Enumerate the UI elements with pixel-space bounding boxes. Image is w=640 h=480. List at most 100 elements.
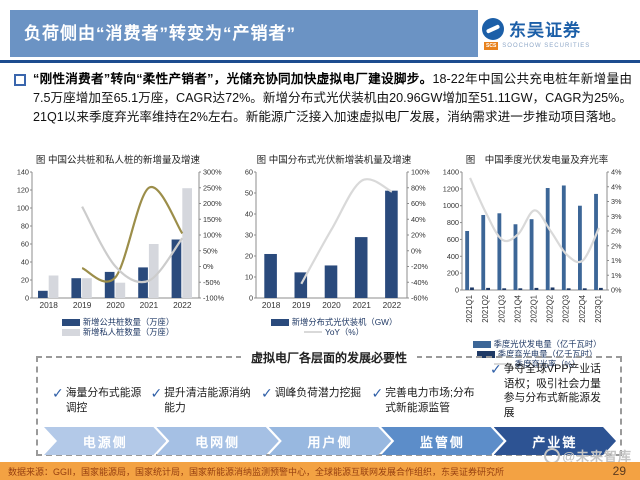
svg-text:2018: 2018 <box>262 300 281 310</box>
svg-text:10: 10 <box>245 273 253 282</box>
svg-text:40%: 40% <box>411 215 426 224</box>
chart-plot: 0 20 40 60 80 100 120 140 -100% -50% 0% 50% 100% 150%… <box>17 168 225 311</box>
checkmark-icon: ✓ <box>52 385 64 401</box>
svg-text:0%: 0% <box>411 246 422 255</box>
svg-text:40: 40 <box>21 258 29 267</box>
svg-text:250%: 250% <box>203 183 222 192</box>
necessity-item-text: 完善电力市场;分布式新能源监管 <box>385 387 475 414</box>
necessity-item-text: 海量分布式能源调控 <box>65 387 142 414</box>
svg-text:120: 120 <box>17 186 29 195</box>
svg-text:2021Q2: 2021Q2 <box>481 295 490 323</box>
svg-text:2022Q1: 2022Q1 <box>530 295 539 323</box>
svg-text:2022: 2022 <box>383 300 402 310</box>
legend-label: 新增私人桩数量（万座） <box>82 327 175 337</box>
svg-text:600: 600 <box>447 235 459 244</box>
svg-text:100%: 100% <box>411 168 430 177</box>
summary-block: “刚性消费者”转向“柔性产销者”，光储充协同加快虚拟电厂建设脚步。18-22年中… <box>14 70 632 127</box>
header-bar: 负荷侧由“消费者”转变为“产销者” <box>10 10 478 57</box>
legend-line-swatch <box>304 331 323 333</box>
legend-bar-swatch <box>61 328 80 336</box>
legend-bar-swatch <box>476 350 495 358</box>
segment-flow: 电源侧 电网侧 用户侧 监管侧 产业链 <box>44 427 616 455</box>
logo-icon <box>482 17 504 40</box>
svg-text:60: 60 <box>21 240 29 249</box>
svg-text:80%: 80% <box>411 183 426 192</box>
necessity-title: 虚拟电厂各层面的发展必要性 <box>240 349 418 366</box>
chevron-1: 电源侧 <box>44 427 166 455</box>
svg-text:300%: 300% <box>203 168 222 177</box>
page-title: 负荷侧由“消费者”转变为“产销者” <box>24 24 296 43</box>
svg-text:-40%: -40% <box>411 278 429 287</box>
checkmark-icon: ✓ <box>371 385 384 401</box>
chevron-2: 电网侧 <box>156 427 278 455</box>
svg-text:2021: 2021 <box>140 300 159 310</box>
legend-label: YoY（%） <box>325 327 364 337</box>
chart-public-private-piles: 图 中国公共桩和私人桩的新增量及增速 0 20 40 60 80 100 120 140 -100… <box>8 152 228 337</box>
svg-text:0: 0 <box>455 286 459 295</box>
legend-item: 新增公共桩数量（万座） <box>8 317 228 327</box>
summary-rest: 18-22年中国公共充电桩年新增量由7.5万座增加至65.1万座，CAGR达72… <box>33 72 633 125</box>
svg-text:3%: 3% <box>611 212 622 221</box>
logo-badge: SCS <box>484 42 499 50</box>
summary-lead: “刚性消费者”转向“柔性产销者”，光储充协同加快虚拟电厂建设脚步。 <box>33 72 433 86</box>
svg-text:-20%: -20% <box>411 262 429 271</box>
bullet-square-icon <box>14 74 26 86</box>
svg-text:0%: 0% <box>611 286 622 295</box>
svg-text:2%: 2% <box>611 241 622 250</box>
chart-legend: 季度光伏发电量（亿千瓦时） 季度弃光电量（亿千瓦时） 季度弃光率（%） <box>438 339 636 369</box>
data-source-text: 数据来源：GGII，国家能源局，国家统计局，国家新能源消纳监测预警中心，全球能源… <box>8 466 505 477</box>
svg-text:4%: 4% <box>611 182 622 191</box>
svg-text:2020: 2020 <box>322 300 341 310</box>
svg-text:400: 400 <box>447 252 459 261</box>
svg-text:2021: 2021 <box>352 300 371 310</box>
legend-item: 季度弃光率（%） <box>438 359 636 369</box>
legend-label: 季度光伏发电量（亿千瓦时） <box>493 339 602 349</box>
svg-text:1200: 1200 <box>443 184 459 193</box>
chart-plot: 0 10 20 30 40 50 60 -60% -40% -20% 0% 20% 40% 60% 80% 1… <box>245 168 430 311</box>
svg-text:1000: 1000 <box>443 201 459 210</box>
svg-text:2018: 2018 <box>39 300 58 310</box>
svg-text:1%: 1% <box>611 271 622 280</box>
header-divider <box>0 60 640 63</box>
legend-label: 新增分布式光伏装机（GW） <box>291 317 398 327</box>
svg-text:0: 0 <box>25 294 29 303</box>
svg-text:-60%: -60% <box>411 294 429 303</box>
svg-text:3%: 3% <box>611 197 622 206</box>
necessity-item-text: 提升清洁能源消纳能力 <box>164 387 251 414</box>
svg-text:20%: 20% <box>411 231 426 240</box>
chart-title: 图 中国公共桩和私人桩的新增量及增速 <box>35 155 201 166</box>
svg-text:60: 60 <box>245 168 253 177</box>
svg-text:2023Q1: 2023Q1 <box>594 295 603 323</box>
logo-subtitle: SOOCHOW SECURITIES <box>502 43 591 49</box>
chevron-4: 监管侧 <box>381 427 503 455</box>
chart-legend: 新增分布式光伏装机（GW） YoY（%） <box>232 317 436 337</box>
chart-title: 图 中国分布式光伏新增装机量及增速 <box>256 155 412 166</box>
svg-text:0%: 0% <box>203 262 214 271</box>
checkmark-icon: ✓ <box>490 361 502 377</box>
svg-text:2022Q2: 2022Q2 <box>546 295 555 323</box>
svg-text:2019: 2019 <box>73 300 92 310</box>
svg-text:2%: 2% <box>611 227 622 236</box>
legend-bar-swatch <box>270 318 289 326</box>
chart-plot: 0 200 400 600 800 1000 1200 1400 0% 1% 1% 2% 2% 3% 3% 4… <box>443 168 622 323</box>
necessity-box: 虚拟电厂各层面的发展必要性 ✓ 海量分布式能源调控 ✓ 提升清洁能源消纳能力 ✓ 调峰负荷… <box>36 349 622 456</box>
svg-text:1400: 1400 <box>443 168 459 177</box>
svg-text:150%: 150% <box>203 215 222 224</box>
svg-text:2022: 2022 <box>173 300 192 310</box>
legend-label: 新增公共桩数量（万座） <box>82 317 175 327</box>
svg-text:100: 100 <box>17 204 29 213</box>
svg-text:2019: 2019 <box>292 300 311 310</box>
legend-bar-swatch <box>61 318 80 326</box>
svg-text:2021Q1: 2021Q1 <box>465 295 474 323</box>
chevron-5: 产业链 <box>494 427 616 455</box>
necessity-items: ✓ 海量分布式能源调控 ✓ 提升清洁能源消纳能力 ✓ 调峰负荷潜力挖掘 ✓ 完善电力市场;分布… <box>38 358 620 420</box>
watermark-text: @未来智库 <box>562 449 632 464</box>
checkmark-icon: ✓ <box>261 385 273 401</box>
svg-text:200%: 200% <box>203 199 222 208</box>
chart-distributed-pv: 图 中国分布式光伏新增装机量及增速 0 10 20 30 40 50 60 -60% -40% -2… <box>232 152 436 337</box>
svg-text:20: 20 <box>21 276 29 285</box>
necessity-item-text: 调峰负荷潜力挖掘 <box>274 387 362 399</box>
summary-text: “刚性消费者”转向“柔性产销者”，光储充协同加快虚拟电厂建设脚步。18-22年中… <box>33 70 632 127</box>
chart-title: 图 中国季度光伏发电量及弃光率 <box>465 155 609 166</box>
